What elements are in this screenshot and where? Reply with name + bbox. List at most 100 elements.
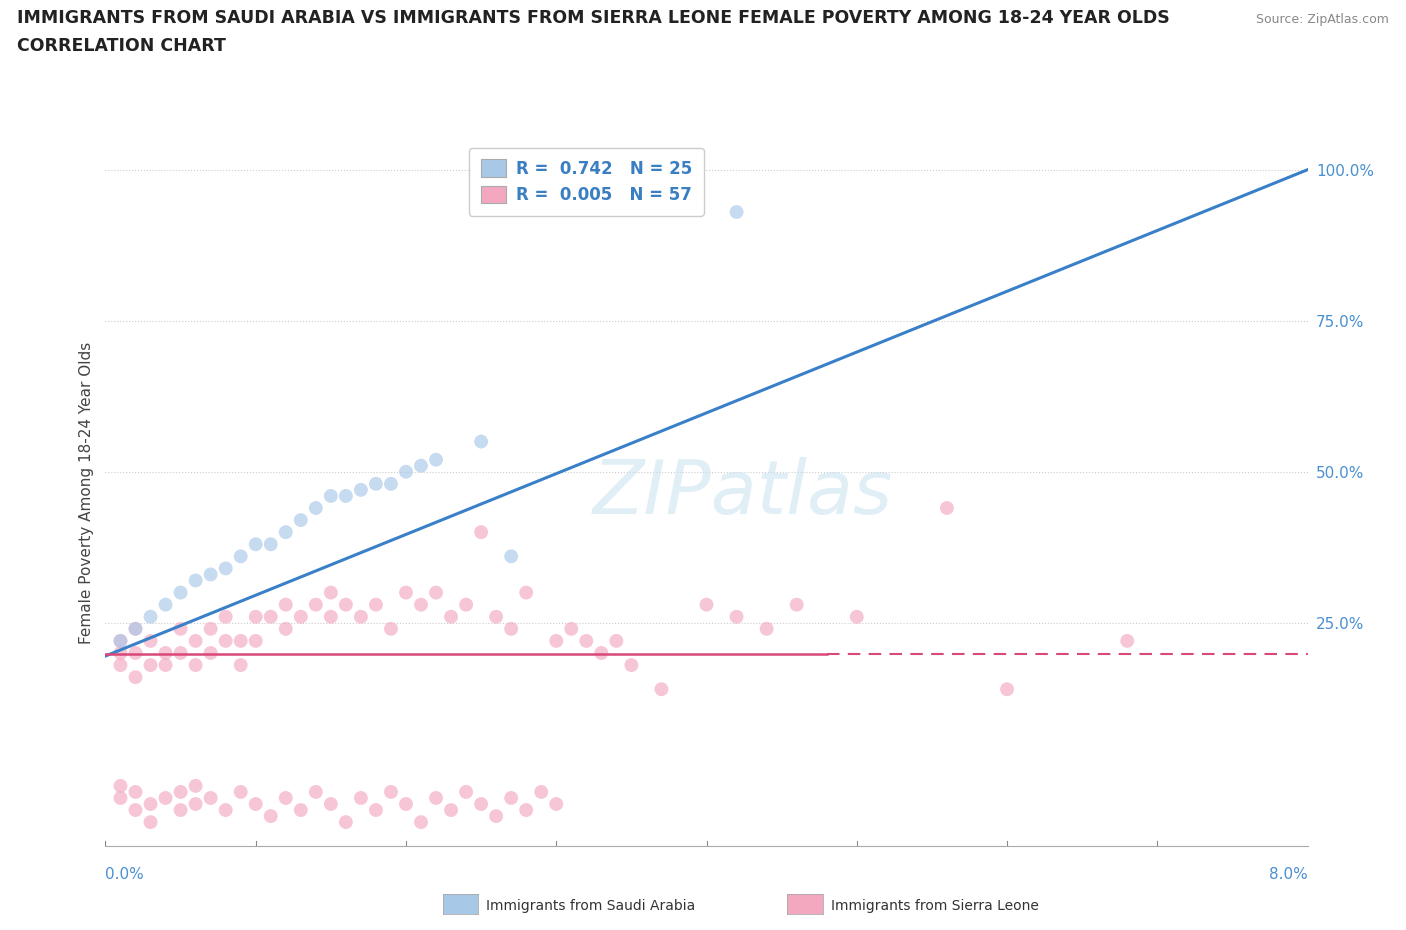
Point: [169, 645, 191, 660]
Point: [350, 609, 373, 624]
Point: [260, 809, 283, 824]
Point: [155, 658, 177, 672]
Point: [124, 645, 146, 660]
Point: [214, 609, 236, 624]
Point: [229, 785, 252, 800]
Text: ZIPatlas: ZIPatlas: [592, 457, 893, 529]
Point: [485, 609, 508, 624]
Point: [139, 815, 162, 830]
Point: [364, 803, 387, 817]
Point: [786, 597, 808, 612]
Point: [260, 537, 283, 551]
Point: [200, 567, 222, 582]
Point: [274, 621, 297, 636]
Point: [200, 621, 222, 636]
Point: [335, 597, 357, 612]
Point: [546, 633, 568, 648]
Point: [290, 512, 312, 527]
Point: [124, 621, 146, 636]
Point: [200, 790, 222, 805]
Legend: R =  0.742   N = 25, R =  0.005   N = 57: R = 0.742 N = 25, R = 0.005 N = 57: [470, 148, 703, 216]
Point: [139, 658, 162, 672]
Point: [440, 803, 463, 817]
Point: [214, 633, 236, 648]
Point: [515, 803, 537, 817]
Point: [200, 645, 222, 660]
Point: [184, 633, 207, 648]
Point: [425, 585, 447, 600]
Point: [124, 803, 146, 817]
Point: [380, 476, 402, 491]
Point: [274, 790, 297, 805]
Point: [305, 597, 328, 612]
Point: [110, 633, 132, 648]
Point: [440, 609, 463, 624]
Text: Immigrants from Saudi Arabia: Immigrants from Saudi Arabia: [486, 898, 696, 913]
Point: [110, 790, 132, 805]
Point: [319, 585, 342, 600]
Point: [454, 785, 477, 800]
Point: [409, 815, 432, 830]
Point: [501, 790, 523, 805]
Point: [139, 797, 162, 812]
Text: 8.0%: 8.0%: [1268, 867, 1308, 882]
Point: [409, 458, 432, 473]
Point: [454, 597, 477, 612]
Point: [845, 609, 868, 624]
Point: [470, 434, 492, 449]
Point: [245, 537, 267, 551]
Point: [755, 621, 778, 636]
Point: [184, 658, 207, 672]
Point: [546, 797, 568, 812]
Point: [425, 790, 447, 805]
Point: [995, 682, 1018, 697]
Point: [605, 633, 627, 648]
Point: [335, 488, 357, 503]
Point: [139, 633, 162, 648]
Point: [395, 585, 418, 600]
Point: [229, 658, 252, 672]
Point: [650, 682, 672, 697]
Y-axis label: Female Poverty Among 18-24 Year Olds: Female Poverty Among 18-24 Year Olds: [79, 342, 94, 644]
Point: [229, 549, 252, 564]
Point: [319, 609, 342, 624]
Point: [274, 525, 297, 539]
Point: [696, 597, 718, 612]
Point: [501, 621, 523, 636]
Point: [229, 633, 252, 648]
Point: [290, 609, 312, 624]
Point: [245, 797, 267, 812]
Point: [470, 525, 492, 539]
Point: [169, 585, 191, 600]
Point: [110, 633, 132, 648]
Text: IMMIGRANTS FROM SAUDI ARABIA VS IMMIGRANTS FROM SIERRA LEONE FEMALE POVERTY AMON: IMMIGRANTS FROM SAUDI ARABIA VS IMMIGRAN…: [17, 9, 1170, 27]
Point: [725, 609, 748, 624]
Point: [395, 797, 418, 812]
Point: [260, 609, 283, 624]
Point: [364, 476, 387, 491]
Text: 0.0%: 0.0%: [105, 867, 145, 882]
Point: [319, 797, 342, 812]
Point: [425, 452, 447, 467]
Point: [319, 488, 342, 503]
Text: CORRELATION CHART: CORRELATION CHART: [17, 37, 226, 55]
Point: [169, 803, 191, 817]
Point: [350, 483, 373, 498]
Point: [214, 803, 236, 817]
Point: [409, 597, 432, 612]
Text: Immigrants from Sierra Leone: Immigrants from Sierra Leone: [831, 898, 1039, 913]
Point: [380, 621, 402, 636]
Point: [184, 778, 207, 793]
Point: [1116, 633, 1139, 648]
Point: [380, 785, 402, 800]
Point: [169, 621, 191, 636]
Point: [110, 645, 132, 660]
Point: [501, 549, 523, 564]
Text: Source: ZipAtlas.com: Source: ZipAtlas.com: [1256, 13, 1389, 26]
Point: [124, 621, 146, 636]
Point: [530, 785, 553, 800]
Point: [155, 790, 177, 805]
Point: [139, 609, 162, 624]
Point: [335, 815, 357, 830]
Point: [485, 809, 508, 824]
